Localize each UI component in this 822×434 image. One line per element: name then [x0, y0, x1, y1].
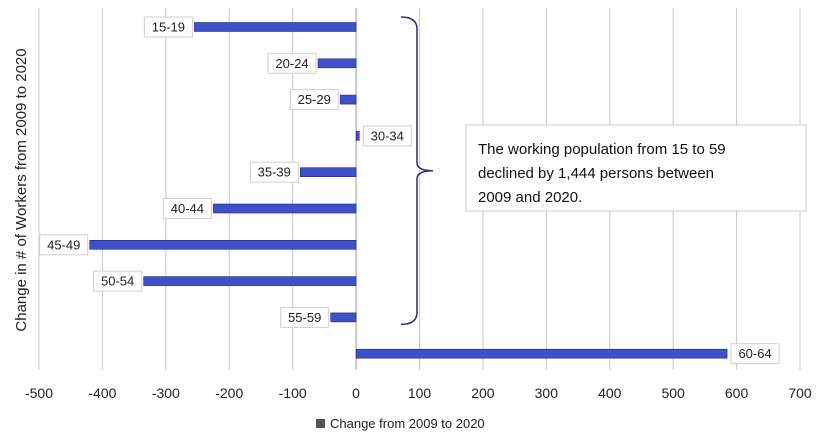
x-tick-label: -400: [88, 385, 116, 401]
category-label: 20-24: [275, 56, 308, 71]
x-tick-label: -500: [25, 385, 53, 401]
annotation-line-1: The working population from 15 to 59: [478, 141, 726, 158]
annotation-brace: [400, 16, 434, 326]
category-label-box: [289, 89, 339, 111]
annotation-box: [465, 124, 807, 212]
category-label: 30-34: [371, 128, 404, 143]
x-tick-label: 300: [535, 385, 559, 401]
legend-swatch: [316, 419, 325, 428]
x-tick-label: 600: [725, 385, 749, 401]
bar: [339, 94, 357, 105]
bar: [330, 312, 357, 323]
category-label: 45-49: [47, 237, 80, 252]
x-tick-label: -200: [215, 385, 243, 401]
category-label-box: [39, 234, 89, 256]
x-tick-label: 500: [661, 385, 685, 401]
bar: [355, 348, 728, 359]
category-labels: 15-19 20-24 25-29 30-34 35-39 40-44 45-49 50-54…: [39, 16, 780, 365]
category-label-box: [249, 161, 299, 183]
category-label: 35-39: [258, 165, 291, 180]
x-tick-labels: -500 -400 -300 -200 -100 0 100 200 300 400 500 600 7…: [25, 385, 812, 401]
x-tick-label: -100: [279, 385, 307, 401]
category-label-box: [267, 52, 317, 74]
category-label: 40-44: [171, 201, 204, 216]
category-label-box: [93, 270, 143, 292]
x-tick-label: 0: [352, 385, 360, 401]
category-label-box: [143, 16, 193, 38]
category-label-box: [730, 343, 780, 365]
annotation-line-3: 2009 and 2020.: [478, 189, 582, 206]
bar: [299, 167, 357, 177]
legend-entry: Change from 2009 to 2020: [330, 416, 485, 431]
bar: [194, 22, 357, 32]
x-tick-label: -300: [152, 385, 180, 401]
category-label: 15-19: [152, 20, 185, 35]
category-label-box: [280, 306, 330, 328]
bar: [143, 276, 357, 286]
bars: [89, 22, 728, 359]
category-label: 60-64: [738, 346, 771, 361]
category-label: 50-54: [101, 274, 134, 289]
x-tick-label: 200: [471, 385, 495, 401]
x-tick-label: 400: [598, 385, 622, 401]
legend: Change from 2009 to 2020: [316, 416, 485, 431]
category-label-box: [162, 198, 212, 219]
category-label: 55-59: [288, 310, 321, 325]
bar: [89, 240, 357, 250]
bar: [317, 58, 357, 69]
y-axis-label: Change in # of Workers from 2009 to 2020: [13, 48, 30, 331]
bar: [213, 203, 357, 214]
x-tick-label: 700: [788, 385, 812, 401]
annotation-line-2: declined by 1,444 persons between: [478, 165, 714, 182]
category-label-box: [362, 125, 412, 147]
x-tick-label: 100: [408, 385, 432, 401]
category-label: 25-29: [298, 92, 331, 107]
bar: [355, 131, 360, 141]
annotation: The working population from 15 to 59 dec…: [400, 16, 807, 326]
